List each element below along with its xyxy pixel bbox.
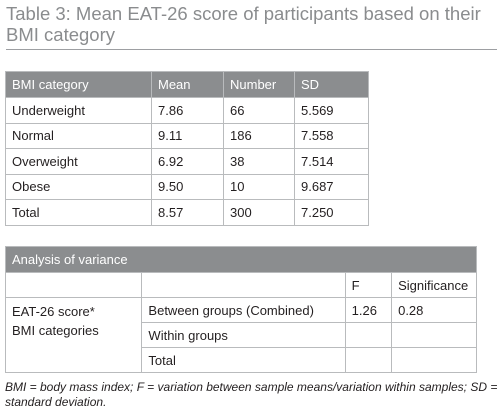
blank-cell [4,272,143,298]
blank-cell [141,272,346,298]
table-row: Obese 9.50 10 9.687 [5,173,369,200]
cell-mean: 7.86 [151,97,224,124]
cell-number: 38 [223,148,295,175]
table-row: Underweight 7.86 66 5.569 [5,97,369,124]
cell-significance: 0.28 [391,297,477,323]
cell-source: Within groups [141,322,346,348]
cell-number: 10 [223,173,295,200]
cell-category: Total [5,199,152,226]
cell-f [344,347,393,373]
row-label-group: EAT-26 score* BMI categories [4,297,143,373]
table-header-row: BMI category Mean Number SD [5,71,369,98]
anova-header-row: F Significance [4,272,477,298]
table-row: EAT-26 score* BMI categories Between gro… [4,297,477,373]
cell-category: Underweight [5,97,152,124]
cell-number: 66 [223,97,295,124]
cell-mean: 9.11 [151,122,224,149]
cell-number: 186 [223,122,295,149]
cell-category: Obese [5,173,152,200]
bmi-score-table: BMI category Mean Number SD Underweight … [5,71,369,226]
header-sd: SD [294,71,369,98]
table-row: Total 8.57 300 7.250 [5,199,369,226]
cell-source: Between groups (Combined) [141,297,346,323]
cell-significance [391,322,477,348]
header-number: Number [223,71,295,98]
cell-mean: 9.50 [151,173,224,200]
cell-mean: 6.92 [151,148,224,175]
header-bmi-category: BMI category [5,71,152,98]
row-label-line1: EAT-26 score* [12,304,95,319]
anova-banner-row: Analysis of variance [5,246,477,273]
table-row: Overweight 6.92 38 7.514 [5,148,369,175]
header-f: F [344,272,393,298]
cell-sd: 7.250 [294,199,369,226]
cell-significance [391,347,477,373]
cell-mean: 8.57 [151,199,224,226]
cell-sd: 7.514 [294,148,369,175]
cell-category: Overweight [5,148,152,175]
cell-sd: 5.569 [294,97,369,124]
cell-category: Normal [5,122,152,149]
table-row: Normal 9.11 186 7.558 [5,122,369,149]
cell-f: 1.26 [344,297,393,323]
cell-sd: 9.687 [294,173,369,200]
cell-f [344,322,393,348]
row-label-line2: BMI categories [12,323,99,338]
cell-sd: 7.558 [294,122,369,149]
table-row: Total [6,347,477,373]
anova-banner: Analysis of variance [5,246,477,273]
header-significance: Significance [391,272,477,298]
header-mean: Mean [151,71,224,98]
cell-source: Total [141,347,346,373]
cell-number: 300 [223,199,295,226]
table-title: Table 3: Mean EAT-26 score of participan… [6,3,481,45]
title-divider [6,49,497,50]
table-footnote: BMI = body mass index; F = variation bet… [5,380,498,409]
anova-table: Analysis of variance F Significance EAT-… [4,246,477,373]
